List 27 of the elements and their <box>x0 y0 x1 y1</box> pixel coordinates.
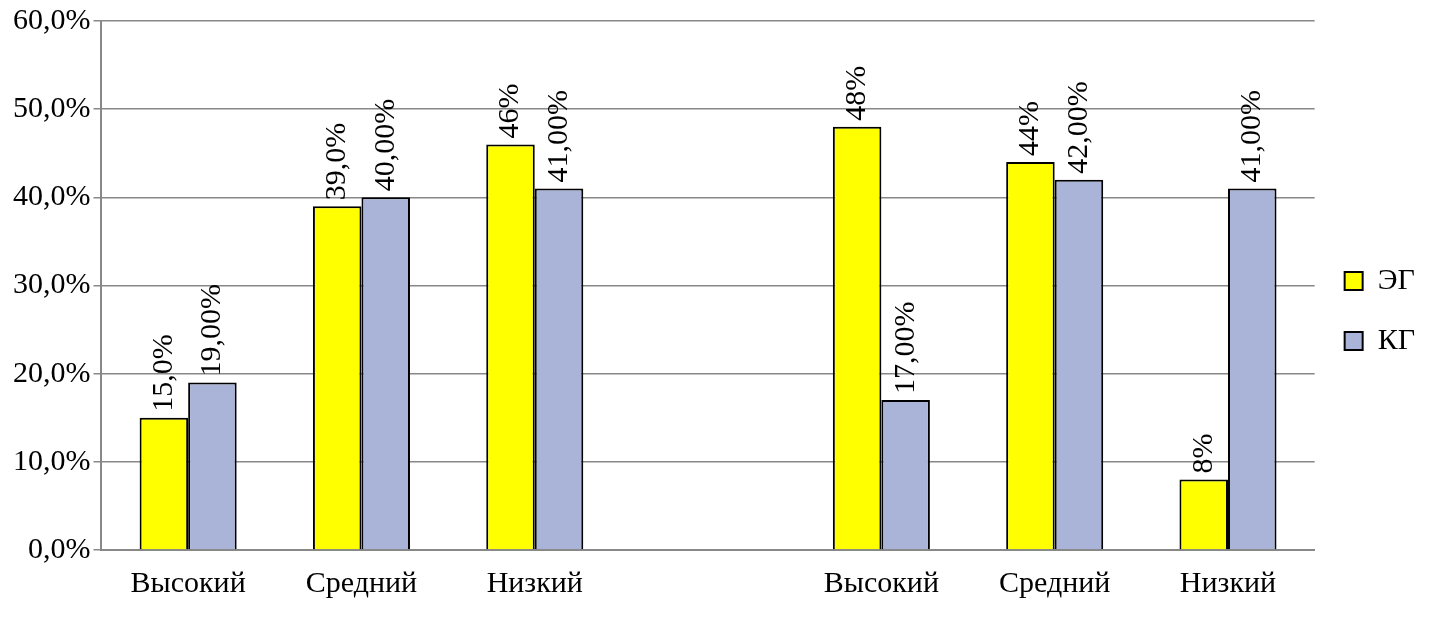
data-label: 42,00% <box>1059 81 1093 174</box>
x-tick-label: Высокий <box>823 564 939 598</box>
data-label: 39,0% <box>318 122 352 201</box>
data-label: 40,00% <box>366 98 400 192</box>
x-tick-label: Низкий <box>1179 564 1277 598</box>
x-tick-label: Высокий <box>130 564 246 598</box>
legend-label: КГ <box>1377 321 1416 355</box>
x-tick-label: Средний <box>305 564 418 598</box>
x-tick-label: Средний <box>999 564 1111 598</box>
y-tick-label: 10,0% <box>12 442 91 476</box>
legend-label: ЭГ <box>1377 261 1415 295</box>
data-label: 19,00% <box>193 283 227 377</box>
data-label: 48% <box>837 65 871 121</box>
data-label: 44% <box>1011 101 1045 157</box>
y-tick-label: 40,0% <box>12 178 91 212</box>
y-tick-label: 60,0% <box>12 1 91 35</box>
data-label: 41,00% <box>1233 90 1267 183</box>
y-tick-label: 30,0% <box>12 266 91 300</box>
data-label: 46% <box>491 83 525 139</box>
data-label: 15,0% <box>144 334 178 412</box>
y-tick-label: 20,0% <box>12 354 91 388</box>
y-tick-label: 0,0% <box>27 530 91 564</box>
data-label: 17,00% <box>886 301 920 395</box>
y-tick-label: 50,0% <box>12 90 91 124</box>
x-tick-label: Низкий <box>486 564 583 598</box>
data-label: 41,00% <box>539 90 573 183</box>
data-label: 8% <box>1184 433 1218 474</box>
